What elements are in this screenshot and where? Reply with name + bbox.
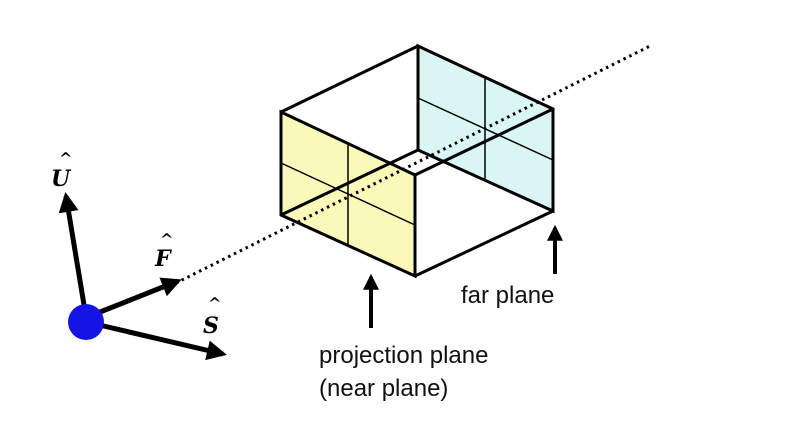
eye-point bbox=[68, 304, 104, 340]
forward-vector-arrow bbox=[94, 277, 182, 317]
up-hat: ^ bbox=[59, 149, 72, 168]
forward-hat: ^ bbox=[160, 230, 173, 249]
far-plane-label: far plane bbox=[461, 282, 554, 309]
view-direction-dotted-line bbox=[169, 43, 653, 288]
near-plane-grid-horizontal bbox=[280, 162, 416, 226]
side-vector-arrow bbox=[94, 321, 227, 361]
up-vector-arrow bbox=[58, 192, 89, 318]
projection-plane-label: projection plane bbox=[319, 342, 488, 369]
forward-label: F bbox=[154, 246, 172, 272]
frustum-edges bbox=[280, 44, 554, 278]
side-hat: ^ bbox=[208, 294, 221, 313]
up-label: U bbox=[51, 166, 72, 192]
near-plane-label: (near plane) bbox=[319, 375, 448, 402]
side-label: S bbox=[203, 313, 219, 339]
